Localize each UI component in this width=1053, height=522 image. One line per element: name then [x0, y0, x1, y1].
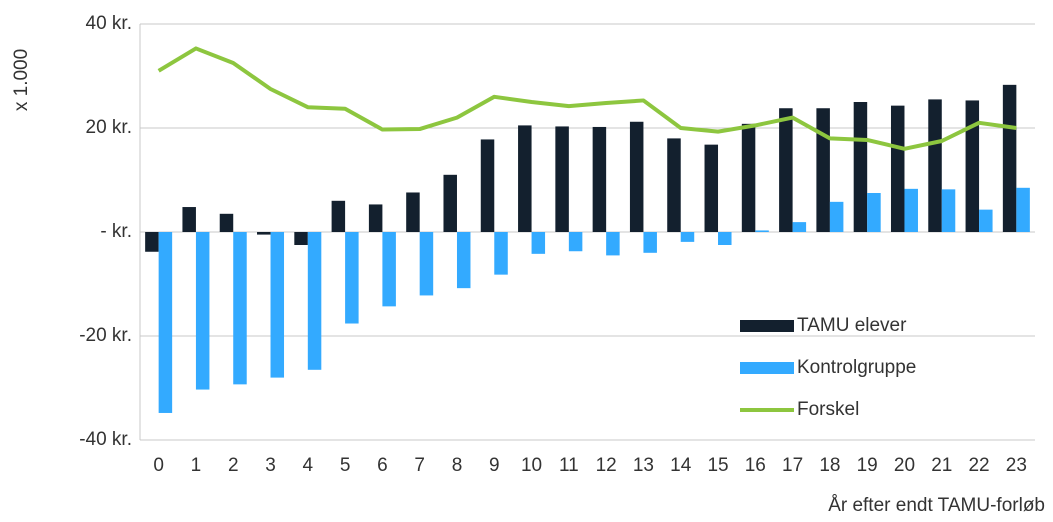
legend-swatch: [740, 362, 794, 374]
bar: [368, 204, 383, 232]
y-tick-label: - kr.: [100, 221, 132, 242]
bar: [704, 144, 719, 232]
bar: [345, 232, 359, 324]
bar: [257, 232, 271, 235]
x-tick-label: 22: [968, 455, 989, 476]
bar: [867, 193, 881, 232]
legend-label: Kontrolgruppe: [797, 357, 916, 378]
y-tick-label: -20 kr.: [79, 325, 132, 346]
bar: [382, 232, 396, 307]
bar: [816, 108, 830, 232]
bar: [443, 174, 457, 232]
x-tick-label: 23: [1006, 455, 1027, 476]
x-tick-label: 21: [931, 455, 952, 476]
x-tick-label: 6: [377, 455, 388, 476]
x-tick-label: 14: [670, 455, 692, 476]
bar: [643, 232, 657, 253]
x-tick-label: 9: [489, 455, 500, 476]
legend-swatch: [740, 320, 794, 332]
bar: [294, 232, 308, 245]
bar: [741, 123, 756, 232]
x-tick-label: 12: [596, 455, 617, 476]
bar: [219, 213, 234, 232]
x-tick-label: 0: [153, 455, 164, 476]
bar: [195, 232, 210, 390]
bar: [904, 188, 918, 232]
bar: [555, 126, 569, 232]
x-tick-label: 13: [633, 455, 654, 476]
bar: [145, 232, 159, 252]
x-tick-label: 4: [303, 455, 314, 476]
bar: [928, 99, 942, 233]
line: [157, 46, 1017, 151]
bar: [667, 138, 681, 232]
x-tick-label: 15: [707, 455, 728, 476]
bar: [480, 139, 495, 232]
bar: [518, 125, 532, 232]
bar: [853, 102, 868, 232]
bar: [979, 209, 993, 232]
bar: [456, 232, 471, 289]
y-tick-label: 40 kr.: [86, 13, 132, 34]
bar: [182, 207, 196, 232]
bar: [419, 232, 434, 296]
x-tick-label: 8: [452, 455, 463, 476]
bar: [792, 222, 807, 232]
bar: [606, 232, 620, 256]
x-tick-label: 2: [228, 455, 239, 476]
x-tick-label: 17: [782, 455, 803, 476]
bar: [406, 192, 420, 232]
bar: [718, 232, 732, 245]
bar: [531, 232, 546, 254]
bar: [307, 232, 322, 370]
x-tick-label: 1: [191, 455, 202, 476]
bar: [829, 201, 844, 232]
bar: [270, 232, 285, 378]
x-tick-label: 16: [745, 455, 766, 476]
legend-label: Forskel: [797, 399, 859, 420]
bar: [779, 108, 793, 232]
bar: [592, 126, 607, 232]
x-tick-label: 19: [857, 455, 878, 476]
bar: [1016, 187, 1030, 232]
x-tick-label: 3: [265, 455, 276, 476]
x-tick-label: 18: [819, 455, 840, 476]
bar: [233, 232, 247, 385]
bar: [941, 189, 956, 232]
bar: [680, 232, 695, 242]
y-axis-label: x 1.000: [11, 49, 32, 111]
bar: [1002, 84, 1017, 232]
bar: [568, 232, 583, 252]
bar: [494, 232, 508, 275]
x-axis-label: År efter endt TAMU-forløb: [828, 495, 1045, 516]
x-tick-label: 10: [521, 455, 542, 476]
bar: [755, 230, 769, 232]
legend-label: TAMU elever: [797, 315, 907, 336]
bar: [629, 121, 644, 232]
x-tick-label: 5: [340, 455, 351, 476]
y-tick-label: -40 kr.: [79, 429, 132, 450]
bar: [158, 232, 173, 413]
bar: [890, 105, 905, 232]
x-tick-label: 11: [559, 455, 579, 476]
y-tick-label: 20 kr.: [86, 117, 132, 138]
bar: [331, 200, 346, 232]
x-tick-label: 7: [414, 455, 425, 476]
bar: [965, 100, 980, 232]
x-tick-label: 20: [894, 455, 915, 476]
